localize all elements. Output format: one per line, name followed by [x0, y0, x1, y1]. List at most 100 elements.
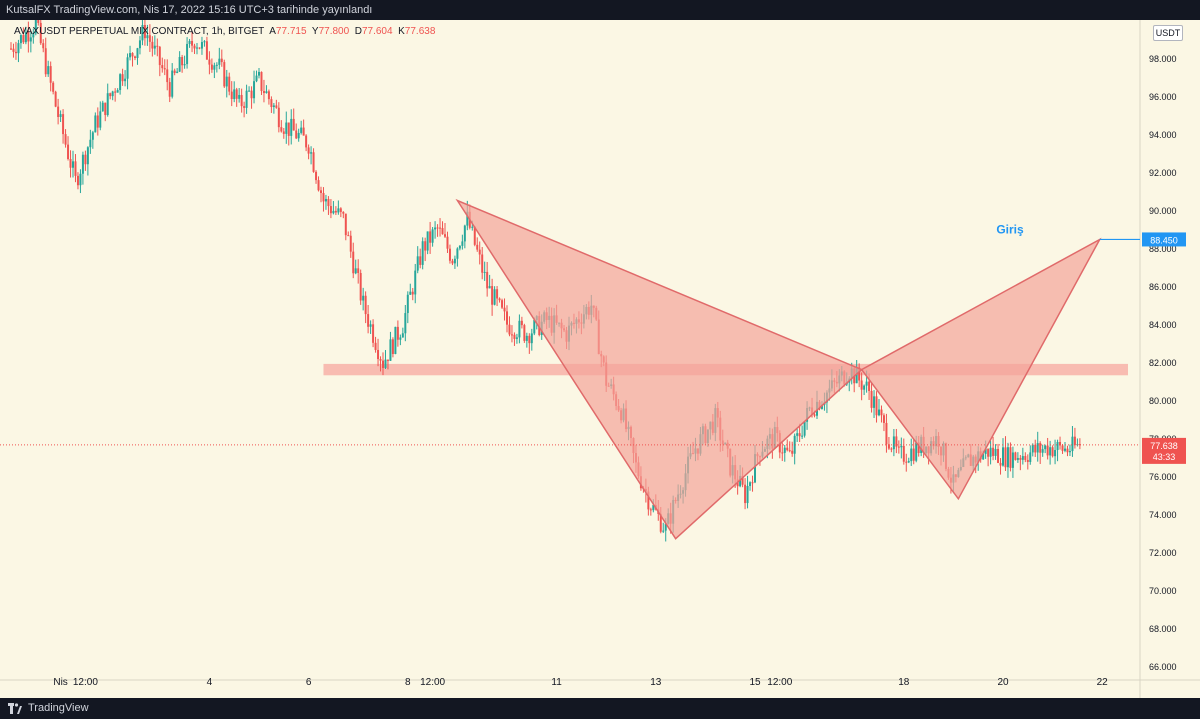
- candle-body: [873, 396, 876, 408]
- close-label: K: [398, 26, 405, 37]
- candle-body: [994, 448, 997, 456]
- candle-body: [220, 58, 223, 63]
- candle-body: [111, 91, 114, 97]
- candle-body: [146, 35, 149, 39]
- candle-body: [213, 65, 216, 70]
- candle-body: [253, 81, 256, 99]
- candle-body: [902, 445, 905, 462]
- candle-body: [228, 76, 231, 92]
- y-tick-label: 68.000: [1149, 624, 1177, 634]
- candle-body: [285, 122, 288, 134]
- x-tick-label: 12:00: [420, 677, 445, 688]
- candle-body: [788, 450, 791, 452]
- candle-body: [210, 64, 213, 70]
- candle-body: [344, 213, 347, 236]
- candle-body: [1009, 447, 1012, 468]
- candle-body: [498, 298, 501, 301]
- candle-body: [887, 444, 890, 449]
- candle-body: [426, 231, 429, 251]
- candle-body: [478, 249, 481, 255]
- candle-body: [441, 228, 444, 235]
- candle-body: [662, 530, 665, 532]
- high-label: Y: [311, 26, 319, 37]
- candle-body: [523, 325, 526, 341]
- candle-body: [436, 227, 439, 229]
- candle-body: [917, 442, 920, 453]
- chart-area[interactable]: 98.000 96.000 94.000 92.000 90.000 88.000 86.0…: [0, 14, 1200, 698]
- low-label: D: [354, 26, 362, 37]
- candle-body: [1049, 447, 1052, 456]
- candle-body: [409, 291, 412, 295]
- candle-body: [292, 118, 295, 131]
- candle-body: [858, 367, 861, 381]
- candle-body: [176, 71, 179, 73]
- candle-body: [1041, 449, 1044, 453]
- candle-body: [156, 45, 159, 47]
- candle-body: [337, 208, 340, 213]
- price-chart[interactable]: 98.000 96.000 94.000 92.000 90.000 88.000 86.0…: [0, 14, 1200, 698]
- candle-body: [62, 114, 65, 135]
- candle-body: [282, 131, 285, 134]
- candle-body: [37, 19, 40, 23]
- candle-body: [912, 448, 915, 461]
- candle-body: [188, 40, 191, 44]
- symbol-legend: AVAXUSDT PERPETUAL MIX CONTRACT, 1h, BIT…: [14, 26, 435, 37]
- candle-body: [196, 47, 198, 49]
- candle-body: [741, 475, 744, 485]
- y-tick-label: 86.000: [1149, 282, 1177, 292]
- candle-body: [1019, 457, 1022, 460]
- candle-body: [664, 523, 667, 531]
- y-tick-label: 94.000: [1149, 130, 1177, 140]
- candle-body: [136, 48, 139, 59]
- currency-badge[interactable]: USDT: [1153, 25, 1183, 41]
- candle-body: [374, 342, 377, 350]
- harmonic-pattern-xab[interactable]: [455, 198, 864, 540]
- candle-body: [168, 82, 171, 97]
- candle-body: [518, 320, 521, 338]
- candle-body: [749, 482, 752, 486]
- candle-body: [106, 93, 109, 116]
- candle-body: [134, 56, 136, 59]
- candle-body: [997, 448, 1000, 463]
- candle-body: [59, 114, 62, 118]
- candle-body: [218, 58, 221, 65]
- candle-body: [1029, 452, 1032, 462]
- candle-body: [332, 210, 335, 214]
- candle-body: [22, 35, 25, 43]
- candle-body: [503, 307, 506, 312]
- candle-body: [820, 404, 823, 409]
- candle-body: [890, 448, 893, 450]
- candle-body: [813, 414, 816, 416]
- candle-body: [905, 461, 908, 463]
- candle-body: [419, 256, 422, 265]
- candle-body: [885, 422, 888, 445]
- candle-body: [235, 89, 238, 99]
- candle-body: [101, 102, 104, 112]
- candle-body: [173, 70, 176, 73]
- x-tick-label: 22: [1097, 677, 1109, 688]
- candle-body: [240, 94, 243, 107]
- candle-body: [104, 102, 107, 116]
- candle-body: [17, 43, 20, 54]
- y-tick-label: 88.000: [1149, 244, 1177, 254]
- candle-body: [1021, 456, 1024, 460]
- candle-body: [897, 446, 900, 448]
- candle-body: [310, 152, 313, 154]
- x-tick-label: 18: [898, 677, 910, 688]
- harmonic-pattern-bcd[interactable]: [860, 237, 1102, 501]
- close-value: 77.638: [404, 26, 436, 37]
- x-tick-label: Nis: [53, 677, 67, 688]
- candle-body: [205, 41, 208, 60]
- candle-body: [265, 91, 268, 94]
- candle-body: [364, 295, 367, 315]
- candle-body: [287, 122, 290, 136]
- candle-body: [865, 381, 868, 386]
- candle-body: [1044, 445, 1047, 450]
- candle-body: [166, 69, 169, 83]
- publish-text: KutsalFX TradingView.com, Nis 17, 2022 1…: [6, 4, 373, 16]
- candle-body: [647, 491, 650, 510]
- candle-body: [270, 99, 273, 108]
- candle-body: [1059, 441, 1062, 446]
- candle-body: [1051, 447, 1054, 457]
- candle-body: [860, 380, 863, 390]
